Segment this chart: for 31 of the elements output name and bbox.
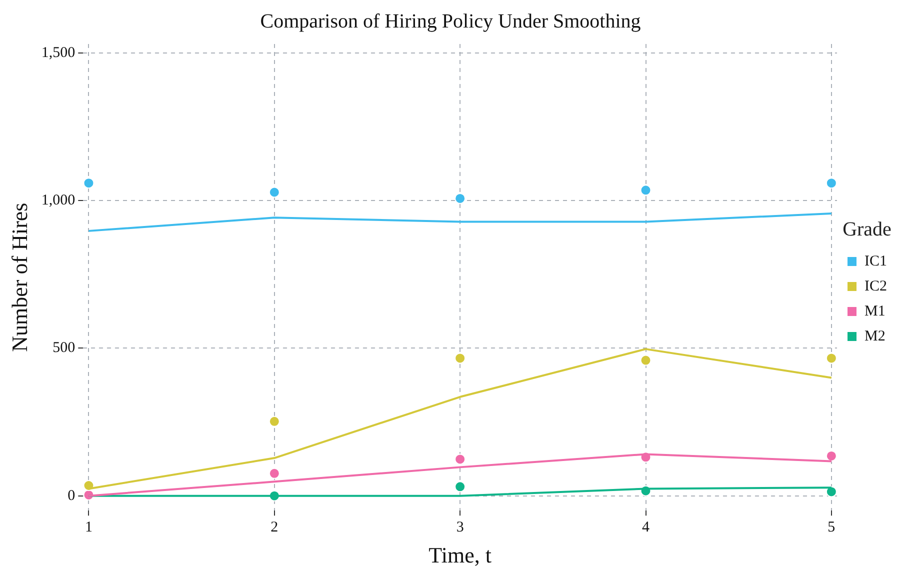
point <box>268 186 280 198</box>
point <box>826 178 837 189</box>
chart-title: Comparison of Hiring Policy Under Smoothing <box>260 10 641 32</box>
legend-title: Grade <box>842 218 892 240</box>
point <box>640 184 652 196</box>
point <box>640 354 652 366</box>
point <box>454 192 466 204</box>
x-tick-label: 5 <box>828 520 836 536</box>
legend-label: IC2 <box>864 278 887 294</box>
x-tick-label: 2 <box>270 520 278 536</box>
x-tick-label: 3 <box>456 520 464 536</box>
point <box>826 352 837 364</box>
legend-label: M1 <box>864 303 886 320</box>
y-tick-label: 1,000 <box>41 192 76 208</box>
y-axis-title: Number of Hires <box>6 202 32 352</box>
point <box>83 178 94 189</box>
point <box>826 486 837 498</box>
y-tick-label: 500 <box>52 340 76 356</box>
point <box>454 352 466 364</box>
x-tick-label: 1 <box>84 520 92 536</box>
legend-label: M2 <box>864 328 886 344</box>
point <box>268 416 280 427</box>
x-axis-title: Time, t <box>428 542 492 568</box>
legend-label: IC1 <box>864 253 887 270</box>
point <box>826 450 837 462</box>
point <box>454 454 466 465</box>
x-tick-label: 4 <box>642 520 650 536</box>
point <box>454 481 466 492</box>
y-tick-label: 0 <box>68 488 76 504</box>
y-tick-label: 1,500 <box>41 44 76 61</box>
point <box>268 468 280 479</box>
